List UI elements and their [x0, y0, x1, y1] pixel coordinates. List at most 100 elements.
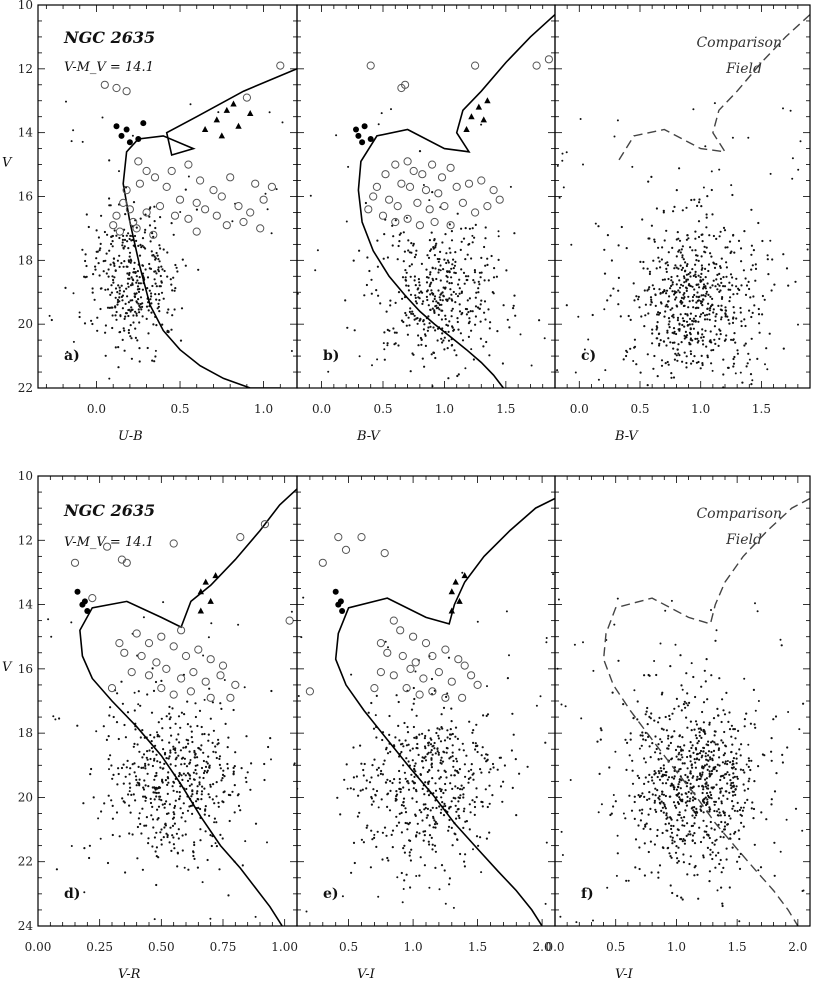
- field-star: [656, 834, 659, 838]
- field-star: [380, 769, 383, 773]
- x-axis-label: B-V: [614, 429, 639, 444]
- field-star: [624, 817, 627, 820]
- field-star: [443, 869, 446, 872]
- member-open-circle: [107, 684, 117, 693]
- field-star: [172, 745, 175, 748]
- field-star: [281, 121, 284, 124]
- member-open-circle: [454, 655, 463, 664]
- field-star: [154, 349, 157, 352]
- field-star: [694, 275, 698, 278]
- field-star: [701, 754, 704, 757]
- field-star: [189, 103, 192, 106]
- field-star: [743, 789, 746, 792]
- member-open-circle: [134, 157, 143, 166]
- member-triangle: [197, 607, 204, 614]
- field-star: [194, 764, 197, 767]
- field-star: [651, 332, 654, 335]
- field-star: [700, 205, 703, 208]
- field-star: [421, 291, 424, 294]
- field-star: [157, 805, 161, 808]
- field-star: [160, 265, 163, 268]
- y-tick-label: 22: [18, 381, 33, 395]
- field-star: [174, 722, 177, 725]
- field-star: [452, 328, 456, 331]
- field-star: [407, 249, 410, 252]
- field-star: [702, 854, 705, 857]
- member-triangle: [448, 588, 455, 595]
- field-star: [393, 331, 396, 334]
- field-star: [700, 294, 703, 297]
- field-star: [52, 715, 55, 718]
- field-star: [441, 291, 444, 294]
- member-open-circle: [411, 658, 420, 667]
- field-star: [653, 238, 656, 241]
- field-star: [671, 281, 674, 284]
- field-star: [739, 371, 742, 374]
- field-star: [752, 295, 755, 298]
- field-star: [488, 327, 491, 330]
- field-star: [713, 266, 717, 269]
- field-star: [122, 763, 125, 766]
- field-star: [120, 680, 123, 683]
- field-star: [630, 809, 634, 812]
- field-star: [124, 302, 127, 305]
- x-tick-label: 1.0: [691, 402, 710, 416]
- field-star: [126, 295, 129, 298]
- field-star: [679, 313, 682, 316]
- field-star: [424, 803, 427, 806]
- field-star: [728, 773, 731, 776]
- field-star: [666, 305, 669, 308]
- field-star: [724, 744, 727, 747]
- field-star: [447, 330, 450, 333]
- field-star: [662, 793, 666, 796]
- field-star: [709, 330, 712, 333]
- field-star: [633, 817, 636, 821]
- field-star: [660, 757, 663, 760]
- field-star: [715, 333, 718, 336]
- field-star: [676, 348, 679, 351]
- field-star: [464, 258, 467, 261]
- field-star: [370, 803, 373, 806]
- field-star: [423, 323, 426, 326]
- field-star: [371, 764, 374, 767]
- field-star: [477, 844, 480, 847]
- field-star: [650, 298, 653, 301]
- field-star: [480, 271, 483, 274]
- field-star: [708, 836, 711, 840]
- field-star: [115, 811, 119, 814]
- field-star: [702, 298, 705, 301]
- member-filled-circle: [135, 136, 142, 142]
- field-star: [385, 781, 388, 784]
- field-star: [381, 773, 384, 776]
- field-star: [730, 184, 733, 187]
- field-star: [711, 369, 714, 372]
- field-star: [677, 267, 680, 270]
- field-star: [439, 293, 442, 296]
- field-star: [713, 741, 716, 744]
- member-open-circle: [70, 558, 80, 567]
- field-star: [664, 310, 667, 313]
- field-star: [711, 786, 715, 789]
- field-star: [118, 236, 121, 240]
- field-star: [209, 717, 212, 720]
- field-star: [720, 281, 723, 284]
- field-star: [644, 825, 647, 828]
- field-star: [486, 805, 489, 809]
- field-star: [427, 782, 430, 786]
- field-star: [626, 351, 629, 354]
- member-open-circle: [115, 227, 125, 236]
- field-star: [518, 772, 521, 775]
- field-star: [415, 875, 418, 877]
- field-star: [718, 756, 721, 759]
- field-star: [121, 299, 124, 302]
- field-star: [696, 337, 699, 340]
- field-star: [413, 775, 416, 779]
- field-star: [637, 298, 640, 301]
- field-star: [421, 302, 424, 305]
- field-star: [702, 311, 705, 315]
- field-star: [104, 324, 107, 327]
- field-star: [705, 830, 708, 833]
- field-star: [350, 871, 353, 874]
- field-star: [148, 749, 151, 752]
- field-star: [747, 787, 750, 790]
